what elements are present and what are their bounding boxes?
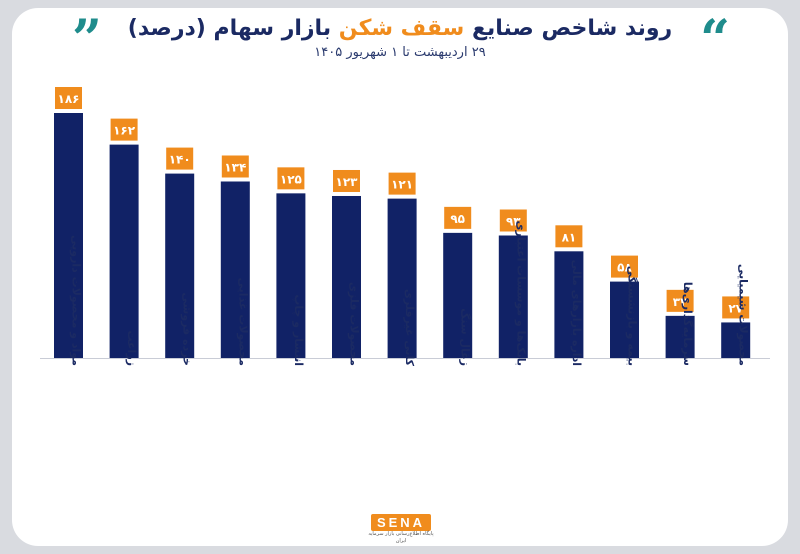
bar [443,232,473,358]
bar [54,113,83,358]
bar [610,281,639,358]
title-part-2: بازار سهام (درصد) [127,16,332,41]
data-label-badge [722,296,750,319]
category-label: محصولات غذایی [236,278,249,366]
category-label: محصولات شیمیایی [737,264,750,366]
bar [220,181,250,358]
data-label-badge [499,209,527,232]
bar [109,144,139,358]
category-label: سرمایه‌گذاری‌ها [681,282,694,366]
data-label-badge [666,289,694,312]
category-label: زراعت [125,330,138,366]
bar [554,251,584,358]
category-label: بانک‌ها و موسسات اعتباری [514,221,527,366]
data-label-badge [611,255,638,278]
category-label: کانی غیرفلزی [403,289,416,367]
bar [498,235,528,358]
data-label-badge [166,147,194,170]
title-highlight: سقف شکن [338,16,465,41]
data-label-badge [333,169,360,192]
chart-subtitle: ۲۹ اردیبهشت تا ۱ شهریور ۱۴۰۵ [314,45,486,60]
category-label: زغال سنگ [459,308,473,366]
data-label: ۹۵ [450,212,465,226]
category-label: محصولات فلزی [348,282,361,366]
data-label-badge [444,206,472,229]
chart-title: روند شاخص صنایع سقف شکن بازار سهام (درصد… [60,14,740,44]
bar [332,195,361,358]
sena-logo: SENA پایگاه اطلاع‌رسانی بازار سرمایه ایر… [366,512,436,544]
chart-header: روند شاخص صنایع سقف شکن بازار سهام (درصد… [60,14,740,68]
category-label: مواد و محصولات دارویی [70,235,83,366]
data-label: ۱۲۱ [391,178,413,192]
bar [165,173,195,358]
data-label-badge [221,155,249,178]
data-label-badge [277,167,305,190]
data-label: ۹۳ [506,215,521,229]
logo-text: SENA [370,514,432,531]
data-label-badge [110,118,138,141]
category-label: خرده فروشی [181,292,194,366]
data-label: ۱۲۳ [336,175,359,189]
data-label-badge [388,172,416,195]
bar [665,315,695,358]
quote-open-icon: ” [72,9,102,70]
data-label-badge [555,225,583,248]
data-label: ۱۴۰ [169,153,191,167]
bar [276,193,306,358]
bar [387,198,417,358]
data-label: ۱۲۵ [280,172,302,186]
category-label: اداره بازارهای مالی [570,260,583,366]
title-part-1: روند شاخص صنایع [472,16,673,41]
bar [721,322,751,358]
data-label: ۸۱ [562,230,577,244]
category-label: انتشار و چاپ [292,294,305,366]
data-label: ۱۳۴ [224,160,246,174]
logo-tagline: پایگاه اطلاع‌رسانی بازار سرمایه ایران [368,531,434,544]
data-label: ۲۷ [728,301,743,315]
data-label: ۱۶۲ [113,124,136,138]
data-label-badge [55,87,82,109]
quote-close-icon: “ [700,9,730,70]
data-label: ۵۸ [617,261,632,275]
category-label: بیمه و بازنشستگی [626,266,639,366]
data-label: ۳۲ [673,295,688,309]
data-label: ۱۸۶ [58,92,80,106]
